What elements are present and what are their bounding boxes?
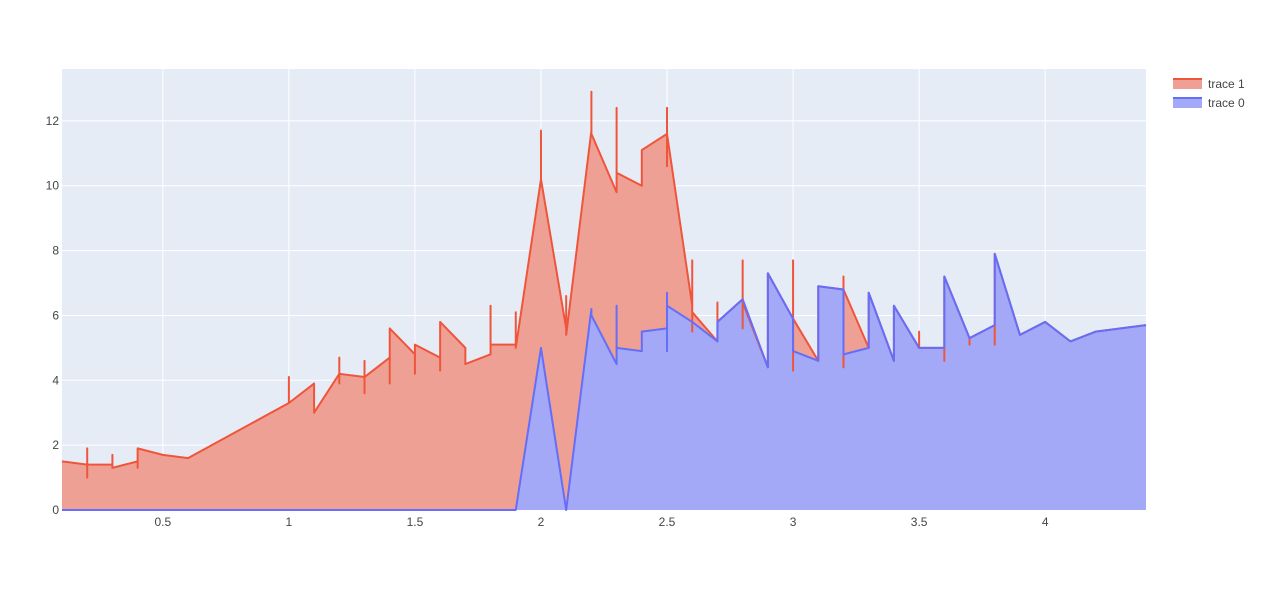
y-tick-label: 0	[52, 503, 59, 517]
legend-swatch-trace-0	[1173, 98, 1202, 108]
x-tick-label: 3.5	[911, 515, 928, 529]
x-axis-ticks: 0.5 1 1.5 2 2.5 3 3.5 4	[154, 515, 1048, 529]
x-tick-label: 2	[538, 515, 545, 529]
x-tick-label: 4	[1042, 515, 1049, 529]
legend[interactable]: trace 1 trace 0	[1173, 77, 1245, 110]
y-tick-label: 2	[52, 438, 59, 452]
y-tick-label: 12	[46, 114, 60, 128]
legend-label-trace-1: trace 1	[1208, 77, 1245, 91]
legend-label-trace-0: trace 0	[1208, 96, 1245, 110]
legend-item-trace-1[interactable]: trace 1	[1173, 77, 1245, 91]
x-tick-label: 3	[790, 515, 797, 529]
y-axis-ticks: 0 2 4 6 8 10 12	[46, 114, 60, 517]
legend-item-trace-0[interactable]: trace 0	[1173, 96, 1245, 110]
y-tick-label: 6	[52, 308, 59, 322]
legend-swatch-trace-1	[1173, 79, 1202, 89]
line-trace-0	[62, 252, 1147, 511]
area-trace-0	[62, 253, 1146, 510]
x-tick-label: 0.5	[154, 515, 171, 529]
y-tick-label: 10	[46, 179, 60, 193]
x-tick-label: 1	[286, 515, 293, 529]
x-tick-label: 2.5	[659, 515, 676, 529]
x-tick-label: 1.5	[407, 515, 424, 529]
series-areas	[62, 91, 1146, 510]
series-lines	[61, 90, 1147, 511]
y-tick-label: 8	[52, 244, 59, 258]
y-tick-label: 4	[52, 373, 59, 387]
